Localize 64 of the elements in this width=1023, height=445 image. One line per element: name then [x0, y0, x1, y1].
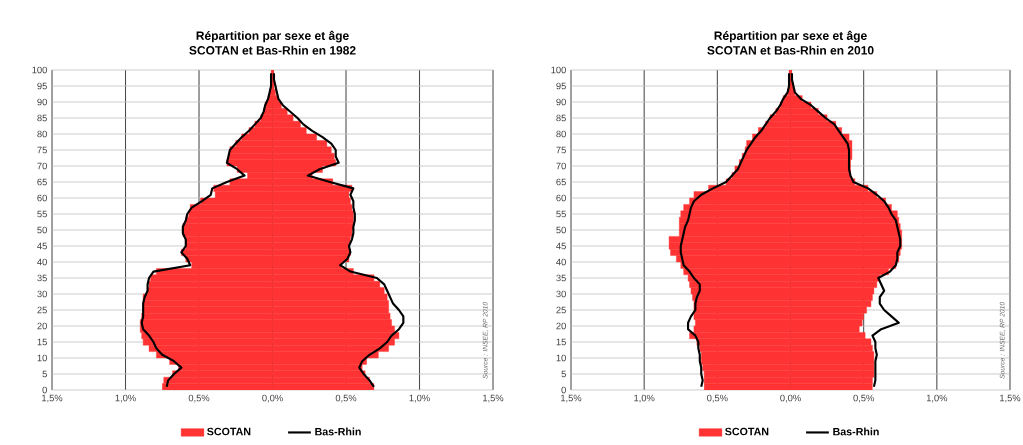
- y-tick-label: 95: [37, 82, 47, 90]
- chart-subtitle: SCOTAN et Bas-Rhin en 2010: [707, 45, 874, 55]
- y-tick-label: 35: [556, 274, 566, 282]
- legend-label: SCOTAN: [725, 427, 769, 436]
- x-tick-label: 0,5%: [335, 394, 357, 403]
- y-tick-label: 10: [556, 354, 566, 362]
- y-tick-label: 75: [37, 146, 47, 154]
- y-tick-label: 55: [556, 210, 566, 218]
- y-tick-label: 5: [561, 370, 566, 378]
- y-tick-label: 30: [556, 290, 566, 298]
- x-tick-label: 0,5%: [853, 394, 874, 403]
- x-tick-label: 0,0%: [262, 394, 283, 403]
- x-tick-label: 1,5%: [42, 394, 63, 403]
- x-tick-label: 0,5%: [188, 394, 210, 403]
- y-tick-label: 20: [556, 322, 566, 330]
- x-tick-label: 1,0%: [926, 394, 948, 403]
- x-tick-label: 1,5%: [483, 394, 504, 403]
- y-tick-label: 60: [37, 194, 47, 202]
- y-tick-label: 35: [37, 274, 47, 282]
- x-tick-label: 1,5%: [561, 394, 582, 403]
- y-tick-label: 100: [32, 66, 47, 74]
- y-tick-label: 75: [556, 146, 566, 154]
- y-tick-label: 10: [37, 354, 47, 362]
- x-tick-label: 0,5%: [707, 394, 728, 403]
- y-tick-label: 5: [42, 370, 47, 378]
- y-tick-label: 95: [556, 82, 566, 90]
- x-tick-label: 1,5%: [1000, 394, 1021, 403]
- y-tick-label: 20: [37, 322, 47, 330]
- chart-title: Répartition par sexe et âge: [714, 30, 867, 43]
- y-tick-label: 50: [556, 226, 566, 234]
- y-tick-label: 80: [556, 130, 566, 138]
- y-tick-label: 45: [556, 242, 566, 250]
- y-tick-label: 60: [556, 194, 566, 202]
- y-tick-label: 15: [37, 338, 47, 346]
- y-tick-label: 15: [556, 338, 566, 346]
- y-tick-label: 40: [37, 258, 47, 266]
- y-tick-label: 25: [37, 306, 47, 314]
- legend-label: Bas-Rhin: [833, 427, 879, 436]
- y-tick-label: 0: [561, 386, 566, 394]
- y-tick-label: 85: [37, 114, 47, 122]
- y-tick-label: 100: [551, 66, 566, 74]
- y-tick-label: 80: [37, 130, 47, 138]
- y-tick-label: 50: [37, 226, 47, 234]
- y-tick-label: 0: [42, 386, 47, 394]
- x-tick-label: 1,0%: [634, 394, 655, 403]
- legend-label: Bas-Rhin: [315, 427, 361, 436]
- y-tick-label: 55: [37, 210, 47, 218]
- legend-label: SCOTAN: [207, 427, 251, 436]
- y-tick-label: 85: [556, 114, 566, 122]
- y-tick-label: 90: [37, 98, 47, 106]
- y-tick-label: 65: [37, 178, 47, 186]
- y-tick-label: 25: [556, 306, 566, 314]
- y-tick-label: 30: [37, 290, 47, 298]
- chart-title: Répartition par sexe et âge: [196, 30, 349, 43]
- y-tick-label: 65: [556, 178, 566, 186]
- y-tick-label: 40: [556, 258, 566, 266]
- x-tick-label: 1,0%: [115, 394, 136, 403]
- x-tick-label: 0,0%: [780, 394, 801, 403]
- y-tick-label: 45: [37, 242, 47, 250]
- y-tick-label: 70: [37, 162, 47, 170]
- y-tick-label: 90: [556, 98, 566, 106]
- y-tick-label: 70: [556, 162, 566, 170]
- x-tick-label: 1,0%: [409, 394, 430, 403]
- chart-subtitle: SCOTAN et Bas-Rhin en 1982: [189, 45, 356, 55]
